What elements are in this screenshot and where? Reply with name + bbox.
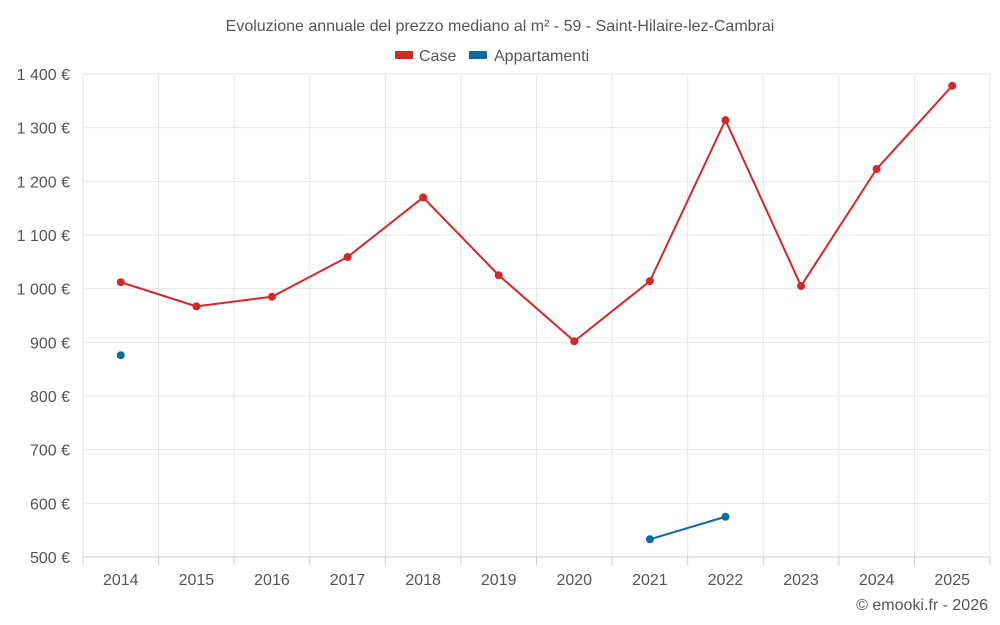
data-point[interactable]: [797, 281, 806, 290]
y-tick-label: 500 €: [30, 550, 70, 567]
data-point[interactable]: [645, 277, 654, 286]
y-tick-label: 900 €: [30, 335, 70, 352]
y-tick-label: 700 €: [30, 443, 70, 460]
x-tick-label: 2021: [632, 572, 668, 589]
data-point[interactable]: [721, 116, 730, 125]
y-tick-label: 1 200 €: [17, 174, 70, 191]
legend-swatch-case: [395, 51, 413, 59]
series-appartamenti: [116, 351, 730, 544]
legend-label-appartamenti: Appartamenti: [494, 48, 589, 65]
data-point[interactable]: [343, 253, 352, 262]
series-line: [649, 515, 726, 541]
y-tick-label: 1 300 €: [17, 121, 70, 138]
data-point[interactable]: [494, 271, 503, 280]
y-tick-label: 1 000 €: [17, 282, 70, 299]
x-tick-label: 2024: [859, 572, 895, 589]
x-tick-label: 2017: [330, 572, 366, 589]
x-tick-label: 2023: [783, 572, 819, 589]
x-tick-label: 2020: [556, 572, 592, 589]
data-point[interactable]: [116, 278, 125, 287]
series-line: [120, 85, 953, 343]
data-point[interactable]: [872, 164, 881, 173]
legend-item-appartamenti[interactable]: Appartamenti: [469, 48, 589, 65]
y-tick-label: 600 €: [30, 496, 70, 513]
data-point[interactable]: [570, 337, 579, 346]
y-tick-label: 800 €: [30, 389, 70, 406]
legend-item-case[interactable]: Case: [395, 48, 456, 65]
series-case: [116, 81, 957, 346]
data-point[interactable]: [721, 512, 730, 521]
x-tick-label: 2014: [103, 572, 139, 589]
data-point[interactable]: [645, 535, 654, 544]
data-point[interactable]: [267, 292, 276, 301]
data-point[interactable]: [116, 351, 125, 360]
chart-title: Evoluzione annuale del prezzo mediano al…: [226, 18, 775, 35]
legend-label-case: Case: [419, 48, 456, 65]
data-point[interactable]: [948, 81, 957, 90]
x-tick-label: 2019: [481, 572, 517, 589]
x-tick-label: 2022: [708, 572, 744, 589]
legend: Case Appartamenti: [395, 48, 589, 65]
x-tick-label: 2015: [179, 572, 215, 589]
x-tick-label: 2025: [934, 572, 970, 589]
legend-swatch-appartamenti: [469, 51, 487, 59]
data-point[interactable]: [419, 193, 428, 202]
series-layer: [116, 81, 957, 544]
y-axis: 500 € 600 € 700 € 800 € 900 € 1 000 € 1 100 € 1…: [17, 67, 70, 567]
y-tick-label: 1 400 €: [17, 67, 70, 84]
x-tick-label: 2018: [405, 572, 441, 589]
x-axis: 2014 2015 2016 2017 2018 2019 2020 2021 2022 2023…: [82, 556, 991, 589]
y-tick-label: 1 100 €: [17, 228, 70, 245]
x-tick-label: 2016: [254, 572, 290, 589]
data-point[interactable]: [192, 302, 201, 311]
gridlines: [82, 73, 991, 558]
credit: © emooki.fr - 2026: [856, 597, 988, 614]
